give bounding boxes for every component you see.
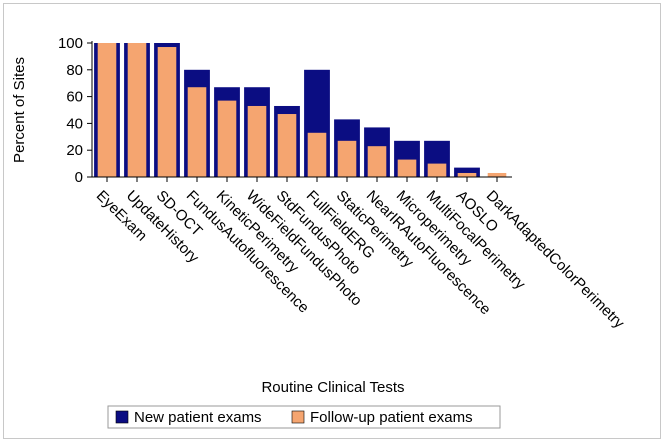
y-tick-label: 20 — [66, 142, 83, 159]
y-axis-title: Percent of Sites — [11, 57, 28, 163]
bar-follow-up — [427, 163, 447, 177]
bar-follow-up — [367, 146, 387, 177]
bar-follow-up — [247, 105, 267, 177]
y-tick-label: 40 — [66, 115, 83, 132]
bar-follow-up — [307, 132, 327, 177]
bar-follow-up — [487, 172, 507, 177]
bar-follow-up — [457, 172, 477, 177]
x-axis: EyeExamUpdateHistorySD-OCTFundusAutofluo… — [92, 176, 628, 332]
y-tick-label: 60 — [66, 89, 83, 106]
bar-follow-up — [217, 100, 237, 177]
bar-follow-up — [157, 47, 177, 177]
legend-swatch — [115, 410, 129, 424]
bar-follow-up — [337, 140, 357, 177]
y-tick-label: 0 — [75, 169, 83, 186]
bar-follow-up — [397, 159, 417, 177]
legend: New patient exams Follow-up patient exams — [107, 405, 501, 429]
y-tick-label: 100 — [58, 35, 83, 52]
y-tick-label: 80 — [66, 62, 83, 79]
legend-label: New patient exams — [134, 409, 262, 426]
bars — [94, 43, 507, 177]
bar-follow-up — [97, 43, 117, 177]
x-axis-title: Routine Clinical Tests — [261, 379, 404, 396]
y-axis: 0 20 40 60 80 100 — [58, 35, 93, 186]
bar-follow-up — [187, 87, 207, 177]
bar-new-patient — [454, 167, 480, 177]
legend-label: Follow-up patient exams — [310, 409, 473, 426]
bar-follow-up — [277, 114, 297, 177]
legend-swatch — [291, 410, 305, 424]
bar-follow-up — [127, 43, 147, 177]
